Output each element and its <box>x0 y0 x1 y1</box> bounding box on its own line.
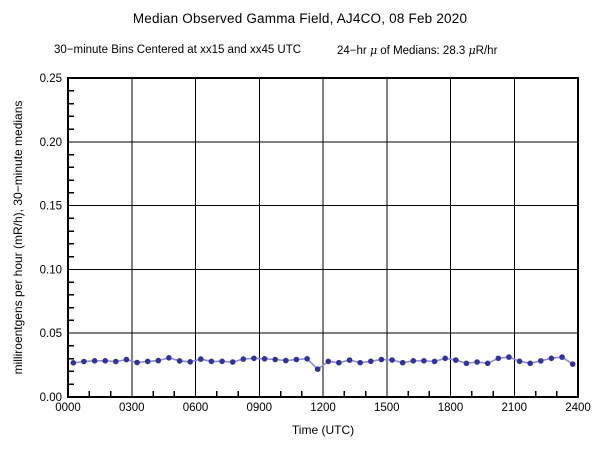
data-point-1015 <box>283 357 289 364</box>
subtitle-bins-text: 30−minute Bins Centered at xx15 and xx45… <box>54 44 302 56</box>
mu-symbol: μ <box>468 44 476 57</box>
data-point-2045 <box>506 354 512 360</box>
data-point-1045 <box>293 356 300 363</box>
y-tick-label: 0.05 <box>40 328 62 340</box>
data-point-1815 <box>453 357 459 363</box>
y-tick-label: 0.10 <box>40 264 62 276</box>
data-point-2315 <box>559 354 565 360</box>
y-tick-label: 0.20 <box>40 137 62 149</box>
data-point-0345 <box>144 358 151 365</box>
data-point-0615 <box>198 356 204 362</box>
data-point-2115 <box>516 358 523 365</box>
data-point-2215 <box>538 358 544 364</box>
y-tick-label: 0.00 <box>40 392 62 404</box>
data-point-0015 <box>70 360 77 366</box>
data-point-1615 <box>410 358 417 364</box>
data-point-0915 <box>261 356 268 362</box>
data-point-1145 <box>314 366 321 373</box>
plot-frame <box>67 77 579 398</box>
y-axis-label: milliroentgens per hour (mR/h), 30−minut… <box>11 101 25 375</box>
data-point-0515 <box>176 358 183 364</box>
x-tick-label: 0900 <box>246 402 272 414</box>
data-point-1645 <box>421 358 427 364</box>
x-tick-label: 2100 <box>501 402 527 414</box>
data-point-0645 <box>208 358 215 365</box>
mu-symbol: μ <box>369 44 378 57</box>
x-tick-label: 0000 <box>55 402 81 414</box>
x-axis-label: Time (UTC) <box>292 423 354 437</box>
subtitle-mean-text: 24−hr μ of Medians: 28.3 μR/hr <box>337 44 497 57</box>
data-point-0415 <box>155 357 162 364</box>
data-point-0815 <box>240 356 247 362</box>
x-tick-label: 1200 <box>310 402 336 414</box>
data-point-0245 <box>123 356 130 363</box>
x-tick-label: 1500 <box>374 402 400 414</box>
data-point-0315 <box>134 359 140 366</box>
data-point-1545 <box>399 359 406 366</box>
data-point-0945 <box>272 356 279 363</box>
x-tick-label: 1800 <box>438 402 464 414</box>
y-tick-label: 0.15 <box>40 201 62 213</box>
data-point-2345 <box>569 361 576 367</box>
data-point-0215 <box>113 358 119 365</box>
data-point-1745 <box>442 355 449 362</box>
x-tick-label: 0600 <box>183 402 209 414</box>
data-point-2245 <box>548 355 555 362</box>
x-tick-label: 0300 <box>119 402 145 414</box>
data-point-1345 <box>357 359 364 366</box>
chart-title: Median Observed Gamma Field, AJ4CO, 08 F… <box>132 11 468 26</box>
data-point-0445 <box>166 355 172 361</box>
data-point-2145 <box>527 360 533 367</box>
data-point-0145 <box>102 358 108 364</box>
data-point-1315 <box>346 357 353 363</box>
data-point-1115 <box>304 356 310 362</box>
data-point-0845 <box>251 355 257 362</box>
y-tick-label: 0.25 <box>40 73 62 85</box>
x-tick-label: 2400 <box>565 402 591 414</box>
data-point-1845 <box>463 360 470 367</box>
data-point-1515 <box>389 357 395 363</box>
mean-post: R/hr <box>475 45 498 57</box>
data-point-1215 <box>325 358 332 365</box>
data-point-0545 <box>187 359 193 365</box>
data-point-2015 <box>495 355 502 362</box>
mean-mid: of Medians: 28.3 <box>377 45 469 57</box>
data-point-1445 <box>378 356 385 363</box>
data-point-0715 <box>219 358 225 365</box>
data-point-0745 <box>229 359 236 365</box>
data-point-1915 <box>474 359 480 365</box>
data-point-0045 <box>81 358 87 365</box>
mean-pre: 24−hr <box>337 45 370 57</box>
data-point-0115 <box>91 358 98 364</box>
data-point-1415 <box>368 358 374 365</box>
data-point-1945 <box>484 360 491 367</box>
data-point-1715 <box>431 358 438 365</box>
data-point-1245 <box>336 359 342 366</box>
